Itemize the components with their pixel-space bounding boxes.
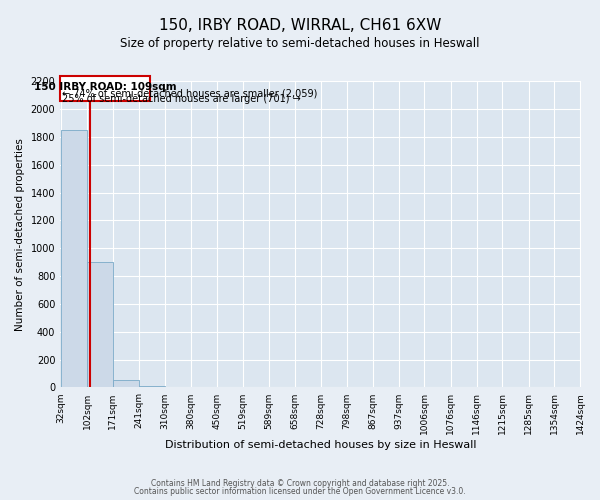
Text: 150, IRBY ROAD, WIRRAL, CH61 6XW: 150, IRBY ROAD, WIRRAL, CH61 6XW xyxy=(159,18,441,32)
X-axis label: Distribution of semi-detached houses by size in Heswall: Distribution of semi-detached houses by … xyxy=(165,440,476,450)
Bar xyxy=(113,380,139,388)
Text: Contains public sector information licensed under the Open Government Licence v3: Contains public sector information licen… xyxy=(134,487,466,496)
Bar xyxy=(60,76,150,100)
Text: Contains HM Land Registry data © Crown copyright and database right 2025.: Contains HM Land Registry data © Crown c… xyxy=(151,478,449,488)
Text: 25% of semi-detached houses are larger (701) →: 25% of semi-detached houses are larger (… xyxy=(62,94,301,104)
Bar xyxy=(87,262,113,388)
Text: ← 74% of semi-detached houses are smaller (2,059): ← 74% of semi-detached houses are smalle… xyxy=(62,88,317,98)
Y-axis label: Number of semi-detached properties: Number of semi-detached properties xyxy=(15,138,25,330)
Bar xyxy=(139,386,164,388)
Bar xyxy=(61,130,87,388)
Text: Size of property relative to semi-detached houses in Heswall: Size of property relative to semi-detach… xyxy=(120,38,480,51)
Text: 150 IRBY ROAD: 109sqm: 150 IRBY ROAD: 109sqm xyxy=(34,82,176,92)
